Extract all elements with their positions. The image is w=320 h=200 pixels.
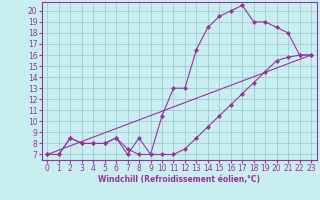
X-axis label: Windchill (Refroidissement éolien,°C): Windchill (Refroidissement éolien,°C) [98,175,260,184]
